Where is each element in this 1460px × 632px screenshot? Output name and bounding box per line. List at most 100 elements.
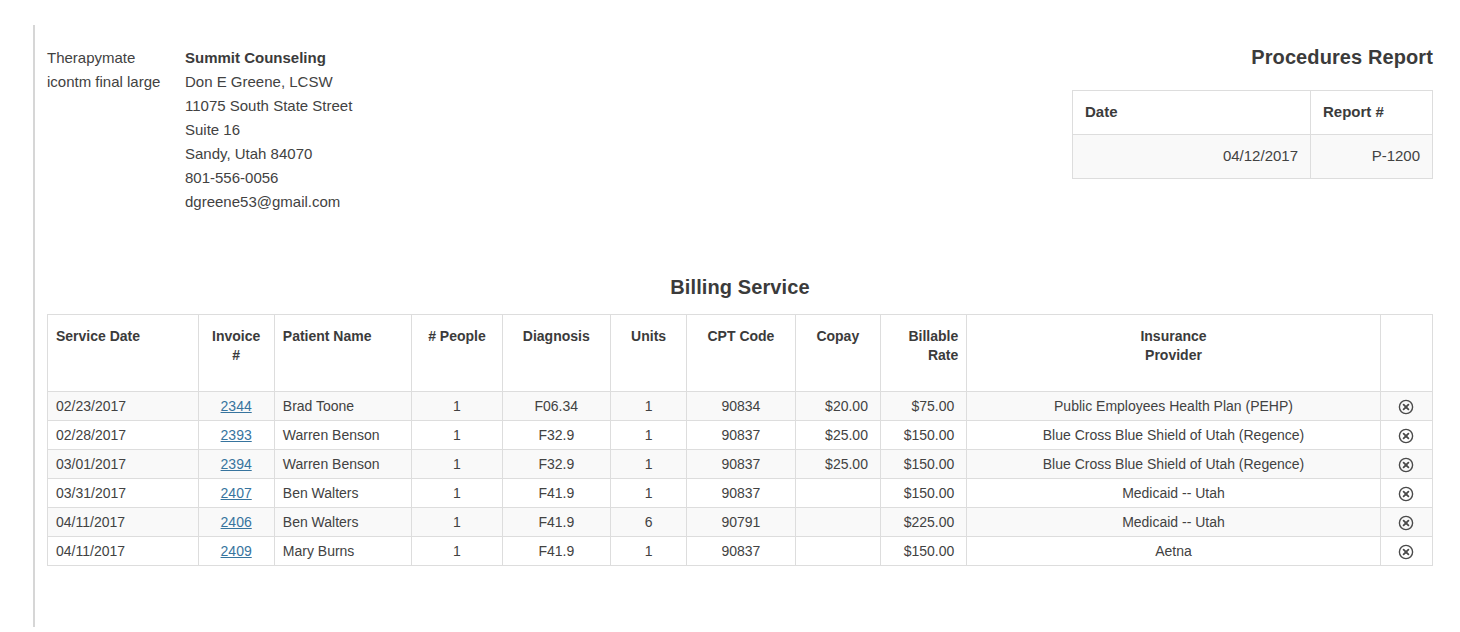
report-meta: Procedures Report Date Report # 04/12/20… <box>1072 46 1433 179</box>
units-cell: 1 <box>610 450 686 479</box>
invoice-link[interactable]: 2344 <box>221 398 252 414</box>
report-date-value: 04/12/2017 <box>1073 135 1311 179</box>
col-header-units: Units <box>610 315 686 392</box>
report-title: Procedures Report <box>1072 46 1433 69</box>
remove-row-button[interactable] <box>1398 399 1414 415</box>
invoice-link[interactable]: 2409 <box>221 543 252 559</box>
billable-rate-cell: $225.00 <box>880 508 966 537</box>
practice-email: dgreene53@gmail.com <box>185 190 352 214</box>
people-count-cell: 1 <box>412 537 502 566</box>
billable-rate-cell: $75.00 <box>880 392 966 421</box>
meta-number-header: Report # <box>1311 91 1433 135</box>
remove-cell <box>1380 421 1432 450</box>
billing-service-table: Service Date Invoice # Patient Name # Pe… <box>47 314 1433 566</box>
table-row: 03/31/2017 2407 Ben Walters 1 F41.9 1 90… <box>48 479 1433 508</box>
remove-row-button[interactable] <box>1398 544 1414 560</box>
cpt-code-cell: 90791 <box>687 508 795 537</box>
invoice-cell: 2409 <box>198 537 274 566</box>
practice-header: Therapymate icontm final large Summit Co… <box>47 46 352 214</box>
table-row: 04/11/2017 2406 Ben Walters 1 F41.9 6 90… <box>48 508 1433 537</box>
procedures-report-page: Therapymate icontm final large Summit Co… <box>47 46 1433 566</box>
billable-rate-cell: $150.00 <box>880 421 966 450</box>
circle-x-icon <box>1398 457 1414 473</box>
service-date-cell: 04/11/2017 <box>48 537 199 566</box>
remove-cell <box>1380 450 1432 479</box>
copay-cell: $25.00 <box>795 421 880 450</box>
invoice-link[interactable]: 2394 <box>221 456 252 472</box>
col-header-people: # People <box>412 315 502 392</box>
col-header-diagnosis: Diagnosis <box>502 315 610 392</box>
meta-date-header: Date <box>1073 91 1311 135</box>
diagnosis-cell: F41.9 <box>502 479 610 508</box>
patient-name-cell: Warren Benson <box>274 421 411 450</box>
copay-cell: $25.00 <box>795 450 880 479</box>
service-date-cell: 03/01/2017 <box>48 450 199 479</box>
invoice-cell: 2344 <box>198 392 274 421</box>
units-cell: 1 <box>610 479 686 508</box>
invoice-link[interactable]: 2407 <box>221 485 252 501</box>
circle-x-icon <box>1398 486 1414 502</box>
col-header-invoice: Invoice # <box>198 315 274 392</box>
invoice-cell: 2406 <box>198 508 274 537</box>
circle-x-icon <box>1398 428 1414 444</box>
invoice-cell: 2394 <box>198 450 274 479</box>
cpt-code-cell: 90837 <box>687 479 795 508</box>
remove-cell <box>1380 392 1432 421</box>
col-header-service-date: Service Date <box>48 315 199 392</box>
remove-row-button[interactable] <box>1398 457 1414 473</box>
table-row: 02/23/2017 2344 Brad Toone 1 F06.34 1 90… <box>48 392 1433 421</box>
patient-name-cell: Mary Burns <box>274 537 411 566</box>
billing-header-row: Service Date Invoice # Patient Name # Pe… <box>48 315 1433 392</box>
units-cell: 1 <box>610 392 686 421</box>
patient-name-cell: Ben Walters <box>274 479 411 508</box>
insurance-provider-cell: Blue Cross Blue Shield of Utah (Regence) <box>967 450 1380 479</box>
report-meta-table: Date Report # 04/12/2017 P-1200 <box>1072 90 1433 179</box>
remove-cell <box>1380 537 1432 566</box>
diagnosis-cell: F41.9 <box>502 508 610 537</box>
people-count-cell: 1 <box>412 421 502 450</box>
invoice-cell: 2393 <box>198 421 274 450</box>
units-cell: 1 <box>610 421 686 450</box>
units-cell: 1 <box>610 537 686 566</box>
service-date-cell: 02/23/2017 <box>48 392 199 421</box>
people-count-cell: 1 <box>412 508 502 537</box>
invoice-link[interactable]: 2406 <box>221 514 252 530</box>
practice-phone: 801-556-0056 <box>185 166 352 190</box>
practice-address-suite: Suite 16 <box>185 118 352 142</box>
cpt-code-cell: 90837 <box>687 421 795 450</box>
insurance-provider-cell: Blue Cross Blue Shield of Utah (Regence) <box>967 421 1380 450</box>
practice-logo-broken-image: Therapymate icontm final large <box>47 46 169 214</box>
billing-table-body: 02/23/2017 2344 Brad Toone 1 F06.34 1 90… <box>48 392 1433 566</box>
cpt-code-cell: 90837 <box>687 450 795 479</box>
copay-cell <box>795 508 880 537</box>
table-row: 03/01/2017 2394 Warren Benson 1 F32.9 1 … <box>48 450 1433 479</box>
remove-row-button[interactable] <box>1398 428 1414 444</box>
invoice-link[interactable]: 2393 <box>221 427 252 443</box>
service-date-cell: 04/11/2017 <box>48 508 199 537</box>
col-header-copay: Copay <box>795 315 880 392</box>
page-header: Therapymate icontm final large Summit Co… <box>47 46 1433 214</box>
table-row: 02/28/2017 2393 Warren Benson 1 F32.9 1 … <box>48 421 1433 450</box>
diagnosis-cell: F32.9 <box>502 421 610 450</box>
col-header-cpt-code: CPT Code <box>687 315 795 392</box>
practice-address-city: Sandy, Utah 84070 <box>185 142 352 166</box>
remove-row-button[interactable] <box>1398 515 1414 531</box>
billing-service-title: Billing Service <box>47 276 1433 299</box>
cpt-code-cell: 90837 <box>687 537 795 566</box>
service-date-cell: 02/28/2017 <box>48 421 199 450</box>
patient-name-cell: Brad Toone <box>274 392 411 421</box>
circle-x-icon <box>1398 544 1414 560</box>
col-header-actions <box>1380 315 1432 392</box>
service-date-cell: 03/31/2017 <box>48 479 199 508</box>
remove-cell <box>1380 508 1432 537</box>
diagnosis-cell: F06.34 <box>502 392 610 421</box>
practice-info: Summit Counseling Don E Greene, LCSW 110… <box>185 46 352 214</box>
remove-row-button[interactable] <box>1398 486 1414 502</box>
cpt-code-cell: 90834 <box>687 392 795 421</box>
circle-x-icon <box>1398 399 1414 415</box>
insurance-provider-cell: Aetna <box>967 537 1380 566</box>
copay-cell <box>795 537 880 566</box>
table-row: 04/11/2017 2409 Mary Burns 1 F41.9 1 908… <box>48 537 1433 566</box>
col-header-billable-rate: Billable Rate <box>880 315 966 392</box>
copay-cell: $20.00 <box>795 392 880 421</box>
